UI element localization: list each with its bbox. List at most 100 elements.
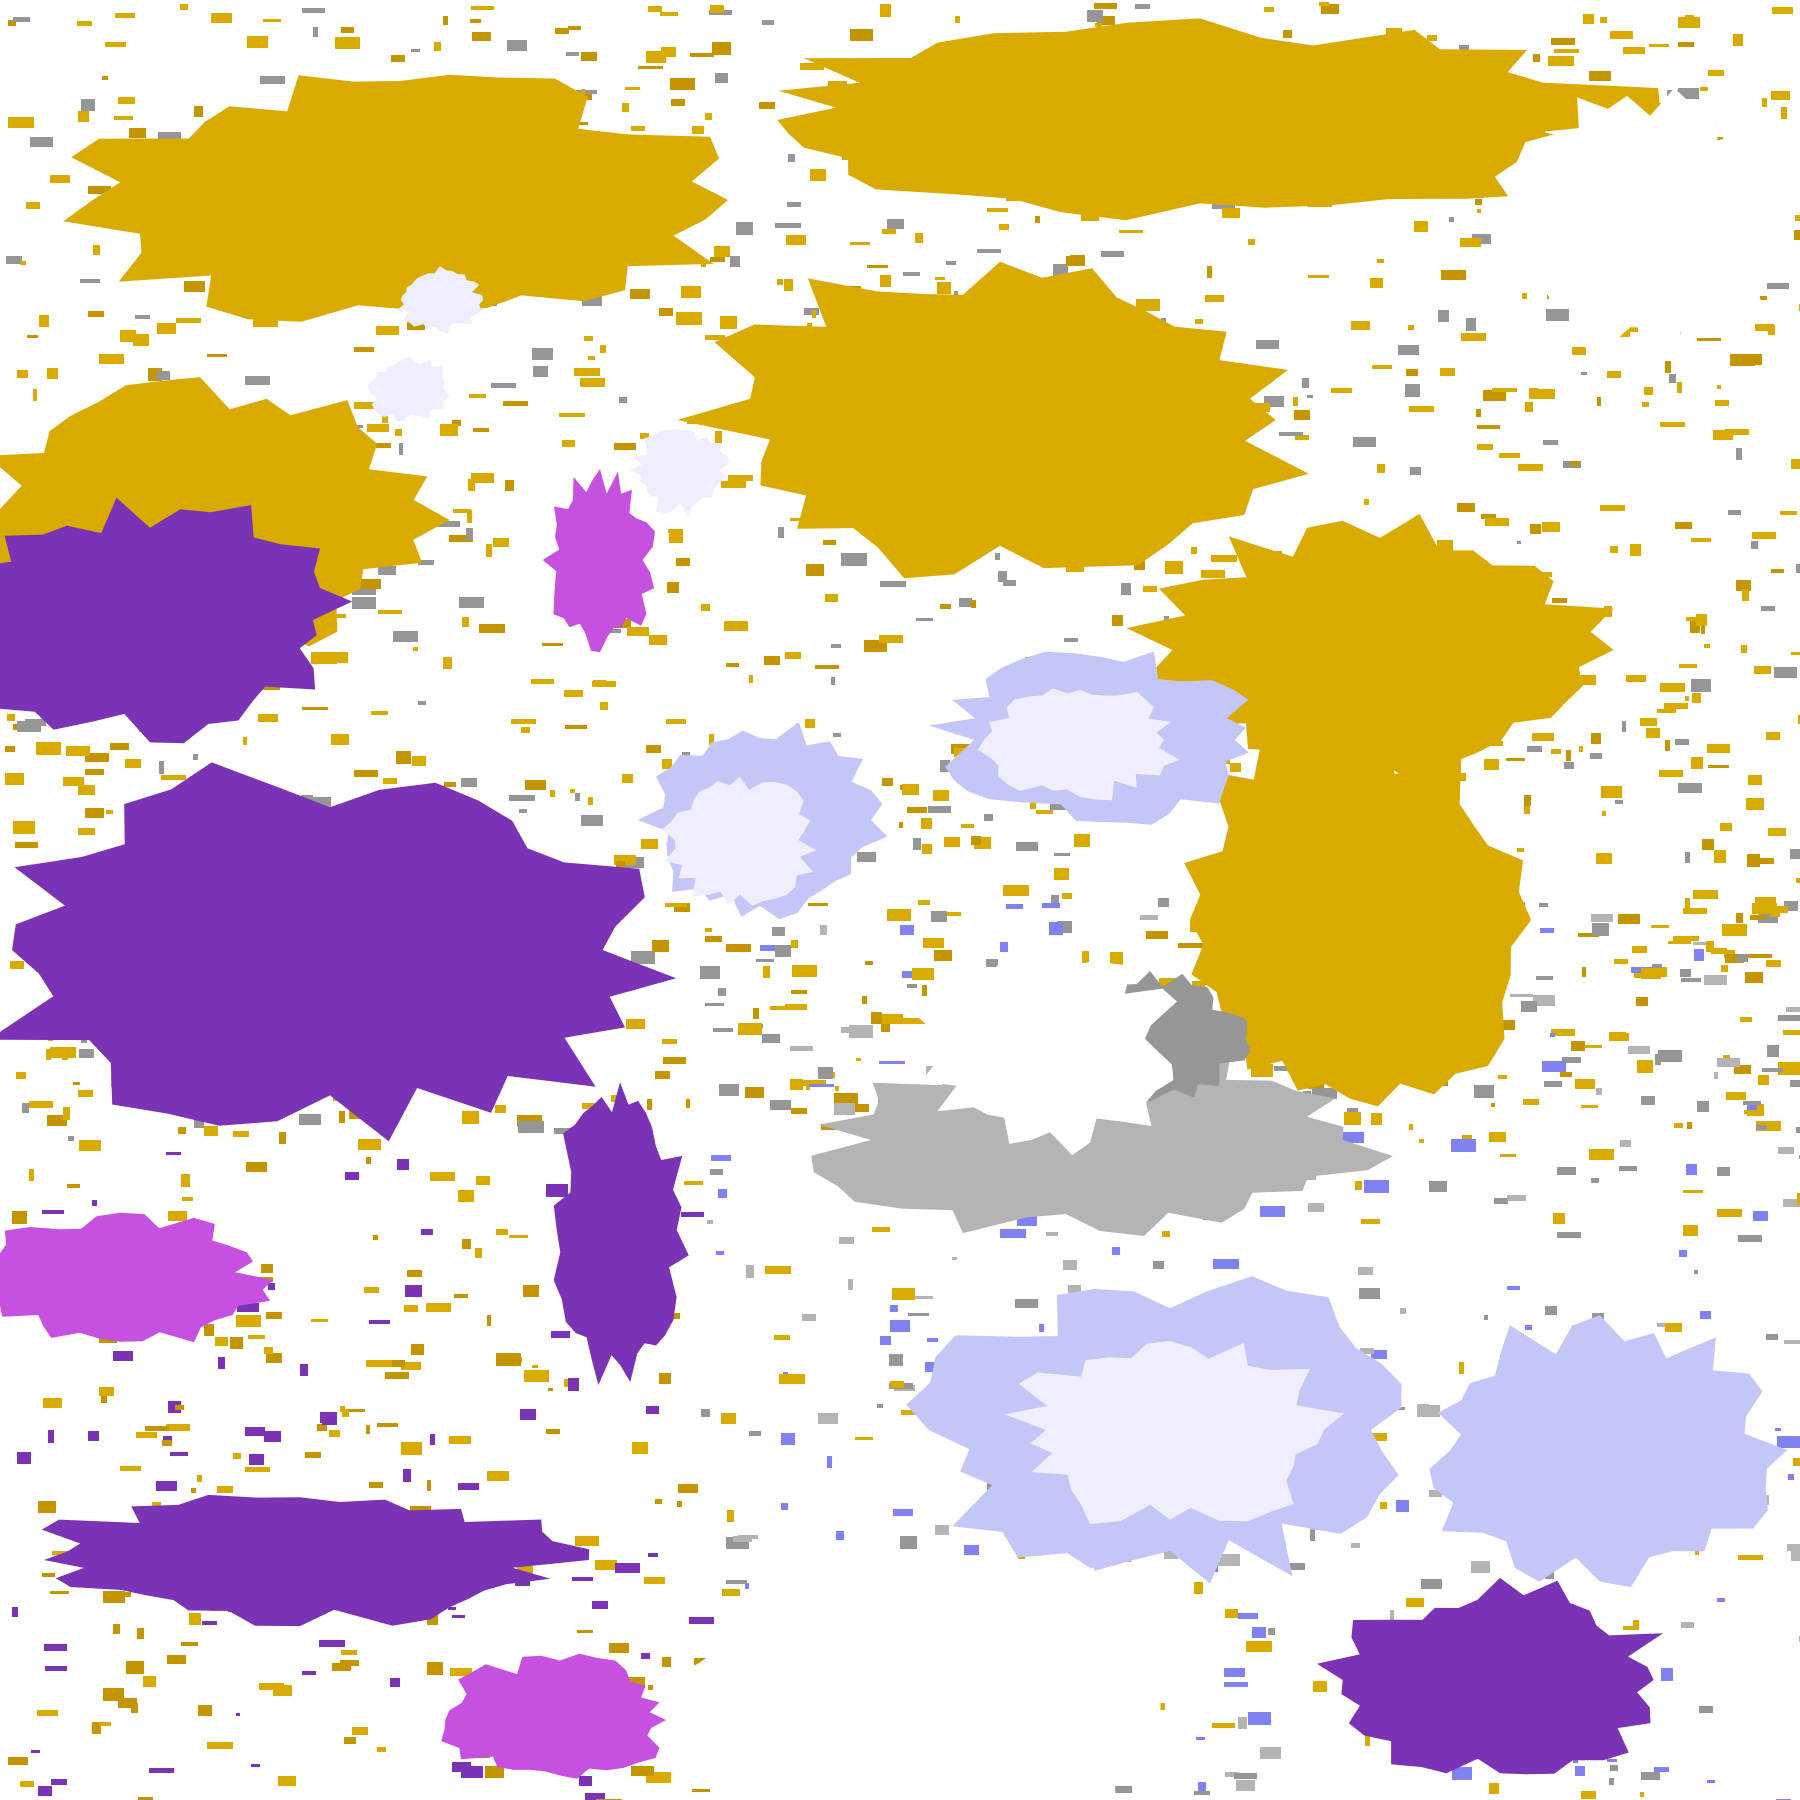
speckle xyxy=(42,1210,64,1214)
gold-region-east xyxy=(1126,513,1614,783)
gold-region-north xyxy=(777,18,1660,221)
speckle xyxy=(391,1360,405,1367)
speckle xyxy=(1658,1050,1682,1062)
speckle xyxy=(181,1642,198,1646)
speckle xyxy=(8,117,34,128)
speckle xyxy=(13,821,35,834)
speckle xyxy=(133,334,149,346)
speckle xyxy=(1331,388,1352,393)
speckle xyxy=(628,1677,645,1686)
speckle xyxy=(335,37,360,49)
speckle xyxy=(1539,903,1548,907)
speckle xyxy=(934,950,952,961)
speckle xyxy=(1551,38,1575,45)
speckle xyxy=(178,1127,186,1134)
speckle xyxy=(581,815,603,826)
speckle xyxy=(762,20,774,25)
speckle xyxy=(705,335,725,340)
speckle xyxy=(358,1139,381,1150)
speckle xyxy=(1681,1622,1694,1628)
speckle xyxy=(85,808,104,818)
speckle xyxy=(369,1482,383,1488)
speckle xyxy=(784,279,793,291)
speckle xyxy=(1238,1613,1258,1619)
speckle xyxy=(1248,1712,1271,1725)
speckle xyxy=(831,677,835,685)
speckle xyxy=(616,861,625,871)
speckle xyxy=(954,748,965,757)
speckle xyxy=(1532,733,1554,741)
speckle xyxy=(790,1079,803,1090)
speckle xyxy=(646,1772,671,1783)
speckle xyxy=(184,281,205,292)
speckle xyxy=(710,1169,723,1175)
speckle xyxy=(952,1257,957,1260)
speckle xyxy=(360,579,381,589)
speckle xyxy=(944,837,960,847)
speckle xyxy=(1579,746,1583,752)
speckle xyxy=(78,828,95,835)
speckle xyxy=(736,222,753,235)
speckle xyxy=(1646,728,1660,738)
speckle xyxy=(551,1331,570,1338)
speckle xyxy=(300,1364,308,1376)
speckle xyxy=(964,1545,979,1555)
speckle xyxy=(168,1211,187,1221)
speckle xyxy=(1358,1267,1373,1275)
speckle xyxy=(1714,850,1726,863)
speckle xyxy=(900,925,914,935)
speckle xyxy=(354,347,374,352)
speckle xyxy=(1697,338,1721,341)
speckle xyxy=(722,1589,740,1596)
speckle xyxy=(791,940,798,948)
speckle xyxy=(258,714,278,722)
speckle xyxy=(913,838,921,850)
speckle xyxy=(45,1666,67,1671)
speckle xyxy=(1111,1786,1132,1793)
speckle xyxy=(721,481,746,488)
speckle xyxy=(322,1417,337,1425)
speckle xyxy=(592,681,616,687)
speckle xyxy=(718,1189,727,1198)
speckle xyxy=(1796,1127,1800,1133)
speckle xyxy=(959,598,972,607)
speckle xyxy=(728,475,753,481)
speckle xyxy=(1706,941,1714,952)
speckle xyxy=(331,734,349,745)
speckle xyxy=(245,1467,270,1472)
speckle xyxy=(46,1049,51,1060)
speckle xyxy=(1081,213,1099,221)
speckle xyxy=(1786,1007,1800,1012)
speckle xyxy=(354,770,378,777)
speckle xyxy=(440,424,458,436)
speckle xyxy=(1510,994,1533,997)
speckle xyxy=(1591,733,1601,744)
speckle xyxy=(1683,1190,1703,1193)
speckle xyxy=(1527,746,1542,752)
speckle xyxy=(1777,1436,1800,1448)
speckle xyxy=(1793,1458,1800,1466)
speckle xyxy=(1717,1167,1730,1176)
speckle xyxy=(1484,1315,1488,1320)
speckle xyxy=(532,1365,538,1368)
speckle xyxy=(403,1469,411,1482)
speckle xyxy=(889,1354,903,1366)
speckle xyxy=(806,564,824,576)
speckle xyxy=(1578,933,1599,937)
speckle xyxy=(1665,740,1670,751)
speckle xyxy=(249,1454,264,1465)
speckle xyxy=(554,1128,577,1134)
speckle xyxy=(470,19,481,23)
speckle xyxy=(33,389,37,401)
speckle xyxy=(648,1685,653,1690)
speckle xyxy=(577,1630,593,1633)
speckle xyxy=(1557,1232,1581,1238)
speckle xyxy=(818,1067,833,1079)
speckle xyxy=(1290,1563,1305,1570)
speckle xyxy=(641,1653,650,1659)
speckle xyxy=(461,1766,483,1778)
speckle xyxy=(1050,804,1075,810)
speckle xyxy=(1784,901,1798,911)
speckle xyxy=(1564,762,1574,769)
speckle xyxy=(659,308,673,316)
